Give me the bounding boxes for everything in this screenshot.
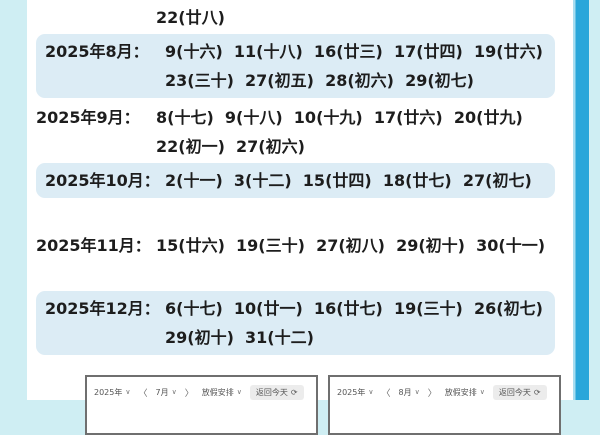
content-card: 22(廿八) 2025年8月： 9(十六) 11(十八) 16(廿三) 17(廿… — [27, 0, 573, 435]
month-label: 2025年10月： — [45, 171, 160, 190]
back-to-today-button[interactable]: 返回今天 ⟳ — [492, 385, 547, 400]
chevron-down-icon: ∨ — [414, 388, 420, 396]
month-dropdown-label: 8月 — [398, 388, 412, 397]
year-dropdown-label: 2025年 — [337, 388, 366, 397]
month-dates: 2(十一) 3(十二) 15(廿四) 18(廿七) 27(初七) — [165, 171, 532, 190]
chevron-down-icon: ∨ — [125, 388, 131, 396]
refresh-icon: ⟳ — [290, 388, 298, 397]
holiday-schedule-dropdown[interactable]: 放假安排 ∨ — [445, 387, 485, 398]
month-row-october: 2025年10月： 2(十一) 3(十二) 15(廿四) 18(廿七) 27(初… — [36, 163, 555, 198]
prev-month-button[interactable]: 〈 — [381, 389, 391, 399]
month-row-carryover: 22(廿八) — [36, 3, 559, 32]
back-to-today-label: 返回今天 — [498, 388, 531, 397]
back-to-today-label: 返回今天 — [255, 388, 288, 397]
prev-month-button[interactable]: 〈 — [138, 389, 148, 399]
month-dates: 9(十六) 11(十八) 16(廿三) 17(廿四) 19(廿六) 23(三十)… — [165, 42, 555, 90]
back-to-today-button[interactable]: 返回今天 ⟳ — [249, 385, 304, 400]
year-dropdown-label: 2025年 — [94, 388, 123, 397]
holiday-schedule-label: 放假安排 — [444, 388, 477, 397]
month-row-november: 2025年11月： 15(廿六) 19(三十) 27(初八) 29(初十) 30… — [36, 231, 559, 260]
holiday-schedule-dropdown[interactable]: 放假安排 ∨ — [202, 387, 242, 398]
chevron-down-icon: ∨ — [368, 388, 374, 396]
month-row-august: 2025年8月： 9(十六) 11(十八) 16(廿三) 17(廿四) 19(廿… — [36, 34, 555, 98]
right-accent-stripe — [573, 0, 589, 400]
month-dates: 22(廿八) — [156, 8, 225, 27]
month-dates: 8(十七) 9(十八) 10(十九) 17(廿六) 20(廿九) 22(初一) … — [156, 108, 534, 156]
month-row-september: 2025年9月： 8(十七) 9(十八) 10(十九) 17(廿六) 20(廿九… — [36, 103, 559, 161]
lunar-date-list: 22(廿八) 2025年8月： 9(十六) 11(十八) 16(廿三) 17(廿… — [27, 0, 573, 355]
refresh-icon: ⟳ — [533, 388, 541, 397]
next-month-button[interactable]: 〉 — [184, 389, 194, 399]
holiday-schedule-label: 放假安排 — [201, 388, 234, 397]
month-dropdown-label: 7月 — [155, 388, 169, 397]
month-dropdown[interactable]: 7月 ∨ — [156, 387, 177, 398]
calendar-widget-july: 2025年 ∨ 〈 7月 ∨ 〉 放假安排 ∨ 返回今天 ⟳ — [85, 375, 318, 435]
calendar-widgets: 2025年 ∨ 〈 7月 ∨ 〉 放假安排 ∨ 返回今天 ⟳ — [85, 375, 561, 435]
year-dropdown[interactable]: 2025年 ∨ — [337, 387, 373, 398]
month-label: 2025年12月： — [45, 299, 160, 318]
chevron-down-icon: ∨ — [236, 388, 242, 396]
next-month-button[interactable]: 〉 — [427, 389, 437, 399]
calendar-widget-august: 2025年 ∨ 〈 8月 ∨ 〉 放假安排 ∨ 返回今天 ⟳ — [328, 375, 561, 435]
chevron-down-icon: ∨ — [479, 388, 485, 396]
month-row-december: 2025年12月： 6(十七) 10(廿一) 16(廿七) 19(三十) 26(… — [36, 291, 555, 355]
calendar-widget-header: 2025年 ∨ 〈 8月 ∨ 〉 放假安排 ∨ 返回今天 ⟳ — [337, 385, 552, 400]
month-label: 2025年8月： — [45, 42, 149, 61]
chevron-down-icon: ∨ — [171, 388, 177, 396]
month-dates: 6(十七) 10(廿一) 16(廿七) 19(三十) 26(初七) 29(初十)… — [165, 299, 555, 347]
calendar-widget-header: 2025年 ∨ 〈 7月 ∨ 〉 放假安排 ∨ 返回今天 ⟳ — [94, 385, 309, 400]
month-dropdown[interactable]: 8月 ∨ — [399, 387, 420, 398]
month-label: 2025年9月： — [36, 108, 140, 127]
month-label: 2025年11月： — [36, 236, 151, 255]
month-dates: 15(廿六) 19(三十) 27(初八) 29(初十) 30(十一) — [156, 236, 546, 255]
year-dropdown[interactable]: 2025年 ∨ — [94, 387, 130, 398]
